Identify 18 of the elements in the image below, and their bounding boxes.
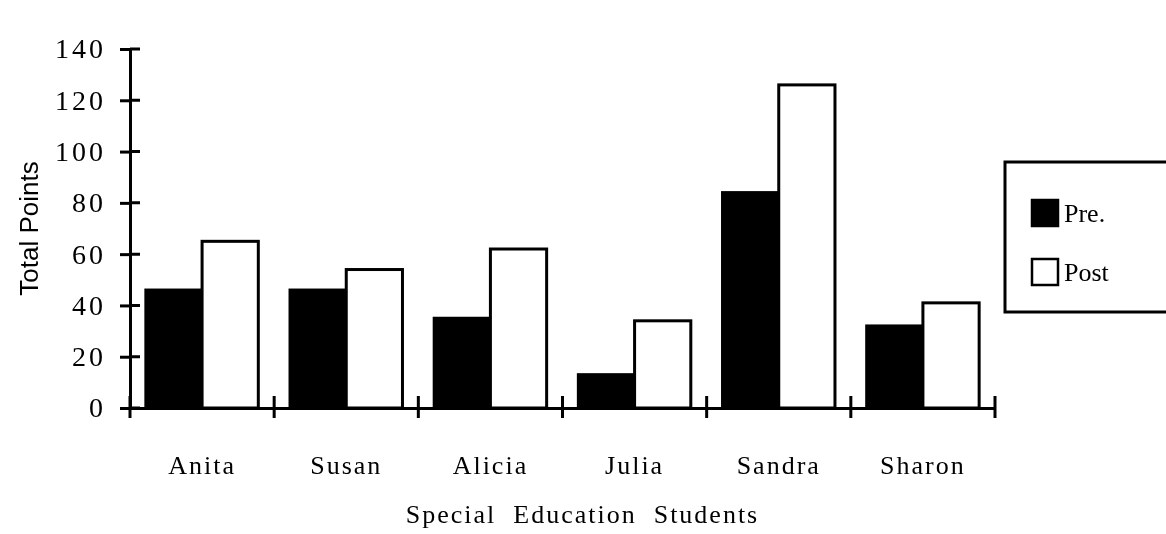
y-tick-label: 20 bbox=[72, 341, 106, 373]
y-tick-label: 80 bbox=[72, 187, 106, 219]
legend-label: Post bbox=[1064, 258, 1110, 288]
y-tick-label: 0 bbox=[89, 392, 106, 424]
y-tick-label: 40 bbox=[72, 289, 106, 321]
x-tick-label: Alicia bbox=[452, 451, 529, 481]
y-axis-title: Total Points bbox=[14, 161, 44, 296]
legend-label: Pre. bbox=[1064, 199, 1106, 229]
x-tick-label: Anita bbox=[168, 451, 236, 481]
y-tick-label: 120 bbox=[55, 84, 106, 116]
x-tick-label: Sharon bbox=[880, 451, 966, 481]
x-axis-title: Special Education Students bbox=[405, 500, 760, 529]
x-tick-label: Susan bbox=[310, 451, 383, 481]
x-tick-label: Sandra bbox=[736, 451, 821, 481]
y-tick-label: 60 bbox=[72, 238, 106, 270]
y-tick-label: 140 bbox=[55, 33, 106, 65]
y-tick-label: 100 bbox=[55, 136, 106, 168]
x-tick-label: Julia bbox=[605, 451, 665, 481]
